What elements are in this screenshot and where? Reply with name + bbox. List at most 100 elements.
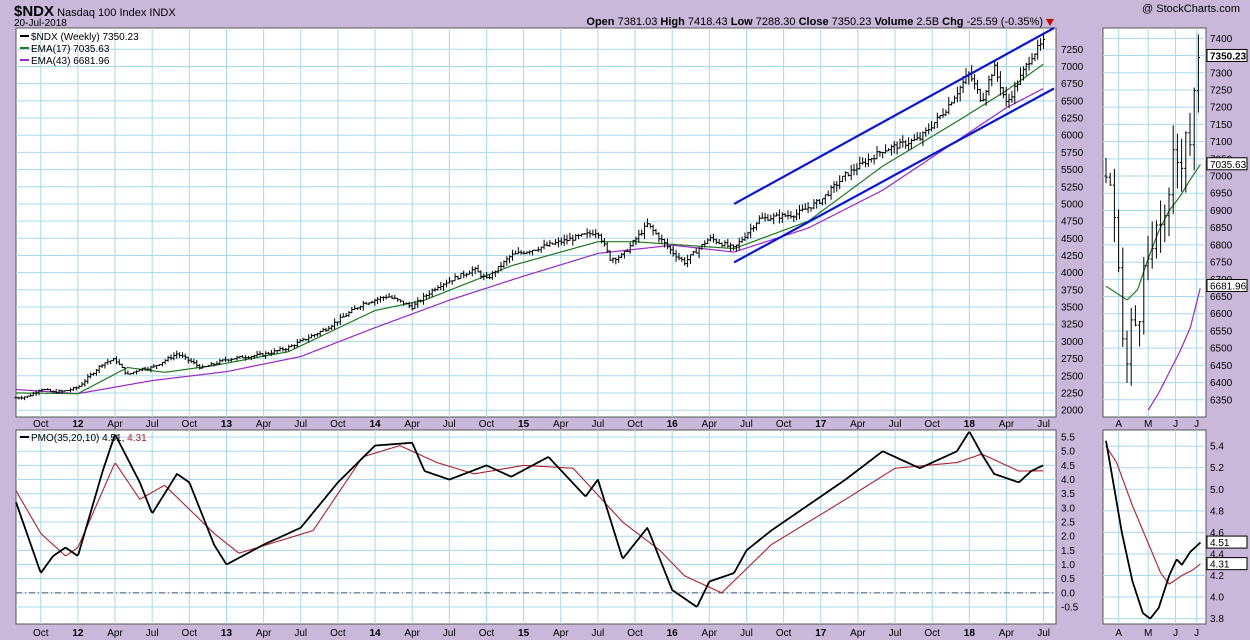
- ohlc-bar: [1125, 330, 1129, 383]
- daily-price-y-tick-label: 6900: [1210, 206, 1233, 217]
- ohlc-value: 2.5B: [916, 16, 939, 28]
- pmo-x-tick-label: Jul: [740, 628, 753, 639]
- price-x-tick-label: Oct: [182, 419, 198, 430]
- ohlc-bar: [1121, 247, 1125, 347]
- price-y-tick-label: 2250: [1061, 388, 1084, 399]
- ohlc-bar: [1150, 221, 1154, 269]
- daily-ema17-tag: 7035.63: [1210, 160, 1247, 171]
- daily-pmo-y-tick-label: 4.2: [1210, 571, 1224, 582]
- pmo-x-tick-label: 13: [221, 628, 233, 639]
- daily-signal-tag: 4.31: [1210, 560, 1230, 571]
- price-x-tick-label: Oct: [627, 419, 643, 430]
- price-y-tick-label: 2500: [1061, 371, 1084, 382]
- ohlc-bar: [1192, 87, 1196, 171]
- daily-pmo-y-tick-label: 4.4: [1210, 549, 1224, 560]
- chart-index-name: Nasdaq 100 Index INDX: [54, 7, 176, 19]
- ohlc-bar: [1167, 187, 1171, 237]
- price-y-tick-label: 7000: [1061, 62, 1084, 73]
- pmo-x-tick-label: Oct: [479, 628, 495, 639]
- pmo-x-tick-label: Apr: [107, 628, 123, 639]
- price-x-tick-label: Apr: [553, 419, 569, 430]
- ohlc-value: 7418.43: [688, 16, 728, 28]
- ohlc-bar: [1175, 133, 1179, 189]
- price-y-tick-label: 7250: [1061, 45, 1084, 56]
- pmo-x-tick-label: 16: [667, 628, 679, 639]
- copyright-text: @ StockCharts.com: [1142, 3, 1240, 15]
- price-y-tick-label: 4500: [1061, 234, 1084, 245]
- daily-price-y-tick-label: 6600: [1210, 309, 1233, 320]
- daily-price-y-tick-label: 6850: [1210, 223, 1233, 234]
- price-x-tick-label: Apr: [850, 419, 866, 430]
- ohlc-bar: [1138, 321, 1142, 347]
- ohlc-bar: [1188, 112, 1192, 156]
- lower-trendline: [733, 87, 1055, 264]
- pmo-x-tick-label: Apr: [404, 628, 420, 639]
- ohlc-bar: [1142, 257, 1146, 335]
- price-x-tick-label: Apr: [702, 419, 718, 430]
- ohlc-label: Low: [728, 16, 756, 28]
- price-y-tick-label: 5500: [1061, 165, 1084, 176]
- daily-ema43-tag-box: [1206, 279, 1248, 293]
- price-x-tick-label: Oct: [924, 419, 940, 430]
- pmo-y-tick-label: 3.0: [1061, 503, 1075, 514]
- price-y-tick-label: 5000: [1061, 199, 1084, 210]
- weekly-ohlc-bars: [14, 34, 1046, 401]
- daily-pmo-y-tick-label: 5.2: [1210, 463, 1224, 474]
- daily-price-y-tick-label: 6650: [1210, 292, 1233, 303]
- pmo-y-tick-label: -0.5: [1061, 603, 1079, 614]
- ohlc-bar: [1163, 204, 1167, 243]
- daily-pmo-x-tick-label: J: [1194, 628, 1199, 639]
- ohlc-bar: [1180, 138, 1184, 192]
- daily-price-y-tick-label: 6750: [1210, 258, 1233, 269]
- daily-ema17-tag-box: [1206, 157, 1248, 171]
- pmo-x-tick-label: Jul: [294, 628, 307, 639]
- daily-price-y-tick-label: 7300: [1210, 68, 1233, 79]
- daily-pmo-y-tick-label: 4.8: [1210, 506, 1224, 517]
- price-x-tick-label: Oct: [479, 419, 495, 430]
- daily-pmo-tag-box: [1206, 535, 1248, 549]
- daily-price-y-tick-label: 6500: [1210, 344, 1233, 355]
- daily-pmo-x-tick-label: J: [1173, 628, 1178, 639]
- pmo-x-tick-label: Jul: [889, 628, 902, 639]
- price-x-tick-label: Apr: [999, 419, 1015, 430]
- price-x-tick-label: Apr: [256, 419, 272, 430]
- ohlc-label: Chg: [939, 16, 967, 28]
- ohlc-value: 7288.30: [756, 16, 796, 28]
- daily-pmo-y-tick-label: 3.8: [1210, 614, 1224, 625]
- pmo-y-tick-label: 4.5: [1061, 461, 1075, 472]
- price-x-tick-label: 15: [518, 419, 530, 430]
- ohlc-value: 7350.23: [832, 16, 872, 28]
- price-y-tick-label: 6500: [1061, 96, 1084, 107]
- daily-pmo-y-tick-label: 4.6: [1210, 528, 1224, 539]
- daily-price-y-tick-label: 7400: [1210, 34, 1233, 45]
- chart-symbol: $NDX: [14, 3, 54, 20]
- daily-price-x-tick-label: M: [1144, 419, 1152, 430]
- ohlc-bar: [1154, 220, 1158, 259]
- pmo-x-tick-label: Jul: [592, 628, 605, 639]
- daily-price-y-tick-label: 7150: [1210, 120, 1233, 131]
- pmo-x-tick-label: 12: [72, 628, 84, 639]
- price-y-tick-label: 4750: [1061, 217, 1084, 228]
- pmo-x-tick-label: Jul: [443, 628, 456, 639]
- pmo-x-tick-label: 17: [815, 628, 827, 639]
- pmo-y-tick-label: 2.5: [1061, 518, 1075, 529]
- daily-pmo-signal-line: [1105, 445, 1201, 585]
- price-y-tick-label: 3750: [1061, 285, 1084, 296]
- price-y-tick-label: 3500: [1061, 303, 1084, 314]
- ohlc-label: Open: [586, 16, 617, 28]
- daily-pmo-x-tick-label: M: [1144, 628, 1152, 639]
- price-x-tick-label: 14: [369, 419, 381, 430]
- price-y-tick-label: 2750: [1061, 354, 1084, 365]
- ohlc-bar: [66, 389, 70, 392]
- price-y-tick-label: 6000: [1061, 131, 1084, 142]
- price-x-tick-label: Jul: [1037, 419, 1050, 430]
- upper-trendline: [733, 27, 1055, 205]
- daily-price-y-tick-label: 7250: [1210, 85, 1233, 96]
- pmo-line: [15, 431, 1044, 608]
- price-y-tick-label: 6250: [1061, 114, 1084, 125]
- price-x-tick-label: Jul: [294, 419, 307, 430]
- ohlc-bar: [1112, 168, 1116, 243]
- daily-price-y-tick-label: 7200: [1210, 103, 1233, 114]
- pmo-x-tick-label: Oct: [776, 628, 792, 639]
- daily-price-tag: 7350.23: [1210, 51, 1247, 62]
